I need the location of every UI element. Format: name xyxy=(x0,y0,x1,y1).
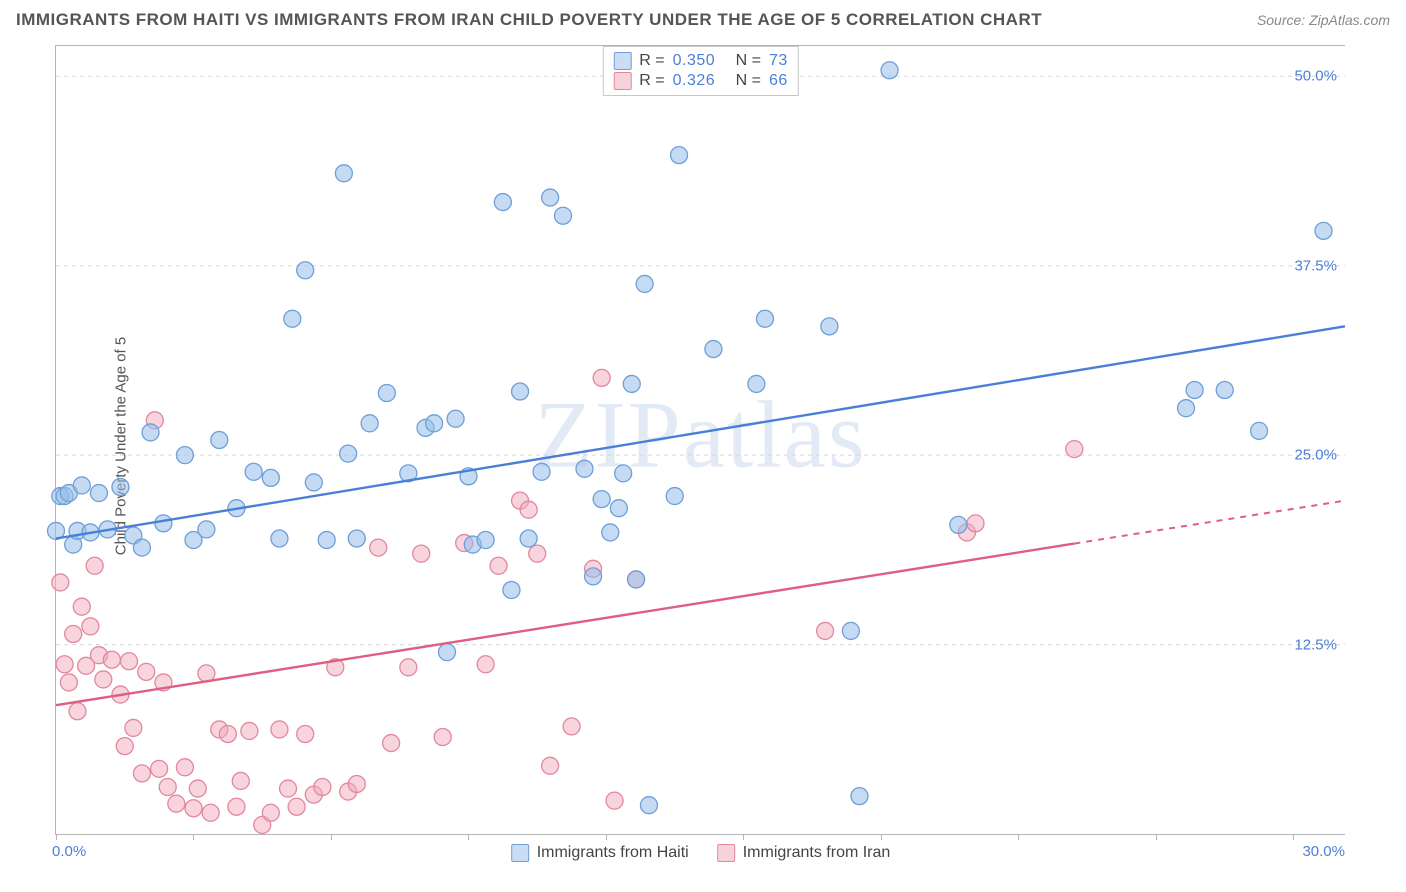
y-tick-label: 37.5% xyxy=(1294,257,1337,274)
x-tick-mark xyxy=(468,834,469,840)
x-tick-mark xyxy=(56,834,57,840)
series-legend: Immigrants from Haiti Immigrants from Ir… xyxy=(511,844,891,862)
x-tick-label-min: 0.0% xyxy=(52,843,86,860)
x-tick-mark xyxy=(1156,834,1157,840)
y-tick-label: 25.0% xyxy=(1294,447,1337,464)
chart-title: IMMIGRANTS FROM HAITI VS IMMIGRANTS FROM… xyxy=(16,10,1042,30)
legend-swatch-haiti-icon xyxy=(511,844,529,862)
x-tick-mark xyxy=(881,834,882,840)
chart-plot-area: ZIPatlas R = 0.350 N = 73 R = 0.326 N = … xyxy=(55,45,1345,835)
legend-label-haiti: Immigrants from Haiti xyxy=(537,844,689,862)
legend-swatch-iran xyxy=(613,72,631,90)
correlation-legend: R = 0.350 N = 73 R = 0.326 N = 66 xyxy=(602,46,798,96)
legend-row-iran: R = 0.326 N = 66 xyxy=(613,71,787,91)
legend-swatch-iran-icon xyxy=(717,844,735,862)
legend-row-haiti: R = 0.350 N = 73 xyxy=(613,51,787,71)
y-tick-label: 50.0% xyxy=(1294,68,1337,85)
chart-header: IMMIGRANTS FROM HAITI VS IMMIGRANTS FROM… xyxy=(0,0,1406,38)
x-tick-mark xyxy=(193,834,194,840)
x-tick-mark xyxy=(1018,834,1019,840)
x-tick-mark xyxy=(1293,834,1294,840)
x-tick-mark xyxy=(606,834,607,840)
x-tick-mark xyxy=(743,834,744,840)
legend-label-iran: Immigrants from Iran xyxy=(743,844,891,862)
legend-item-iran: Immigrants from Iran xyxy=(717,844,891,862)
scatter-svg xyxy=(56,46,1345,834)
legend-item-haiti: Immigrants from Haiti xyxy=(511,844,689,862)
chart-source: Source: ZipAtlas.com xyxy=(1257,12,1390,28)
legend-swatch-haiti xyxy=(613,52,631,70)
x-tick-mark xyxy=(331,834,332,840)
y-tick-label: 12.5% xyxy=(1294,636,1337,653)
x-tick-label-max: 30.0% xyxy=(1302,843,1345,860)
